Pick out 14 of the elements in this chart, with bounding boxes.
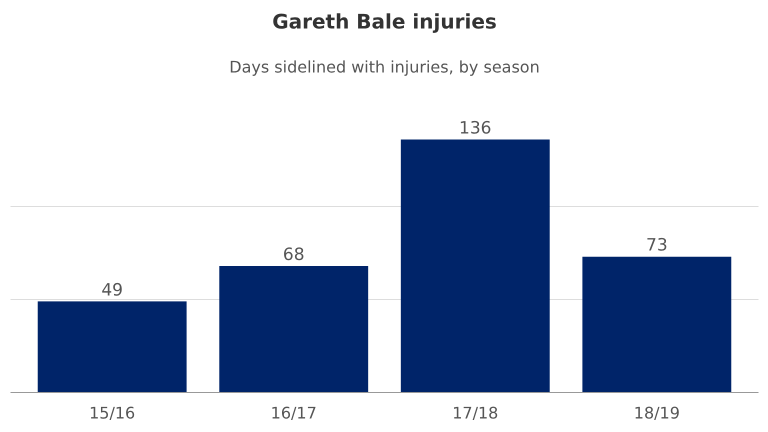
bar <box>582 256 732 392</box>
chart-title: Gareth Bale injuries <box>272 10 497 34</box>
bar <box>219 266 368 392</box>
data-label: 68 <box>282 245 305 266</box>
x-tick-label: 15/16 <box>89 404 136 422</box>
x-tick-label: 18/19 <box>634 404 680 422</box>
bar <box>400 140 550 392</box>
data-label: 73 <box>646 236 668 256</box>
bar <box>38 301 187 392</box>
data-label: 136 <box>459 118 492 139</box>
data-label: 49 <box>101 280 123 300</box>
x-tick-label: 17/18 <box>452 404 498 422</box>
x-tick-label: 16/17 <box>270 404 317 422</box>
chart-subtitle: Days sidelined with injuries, by season <box>229 58 540 76</box>
